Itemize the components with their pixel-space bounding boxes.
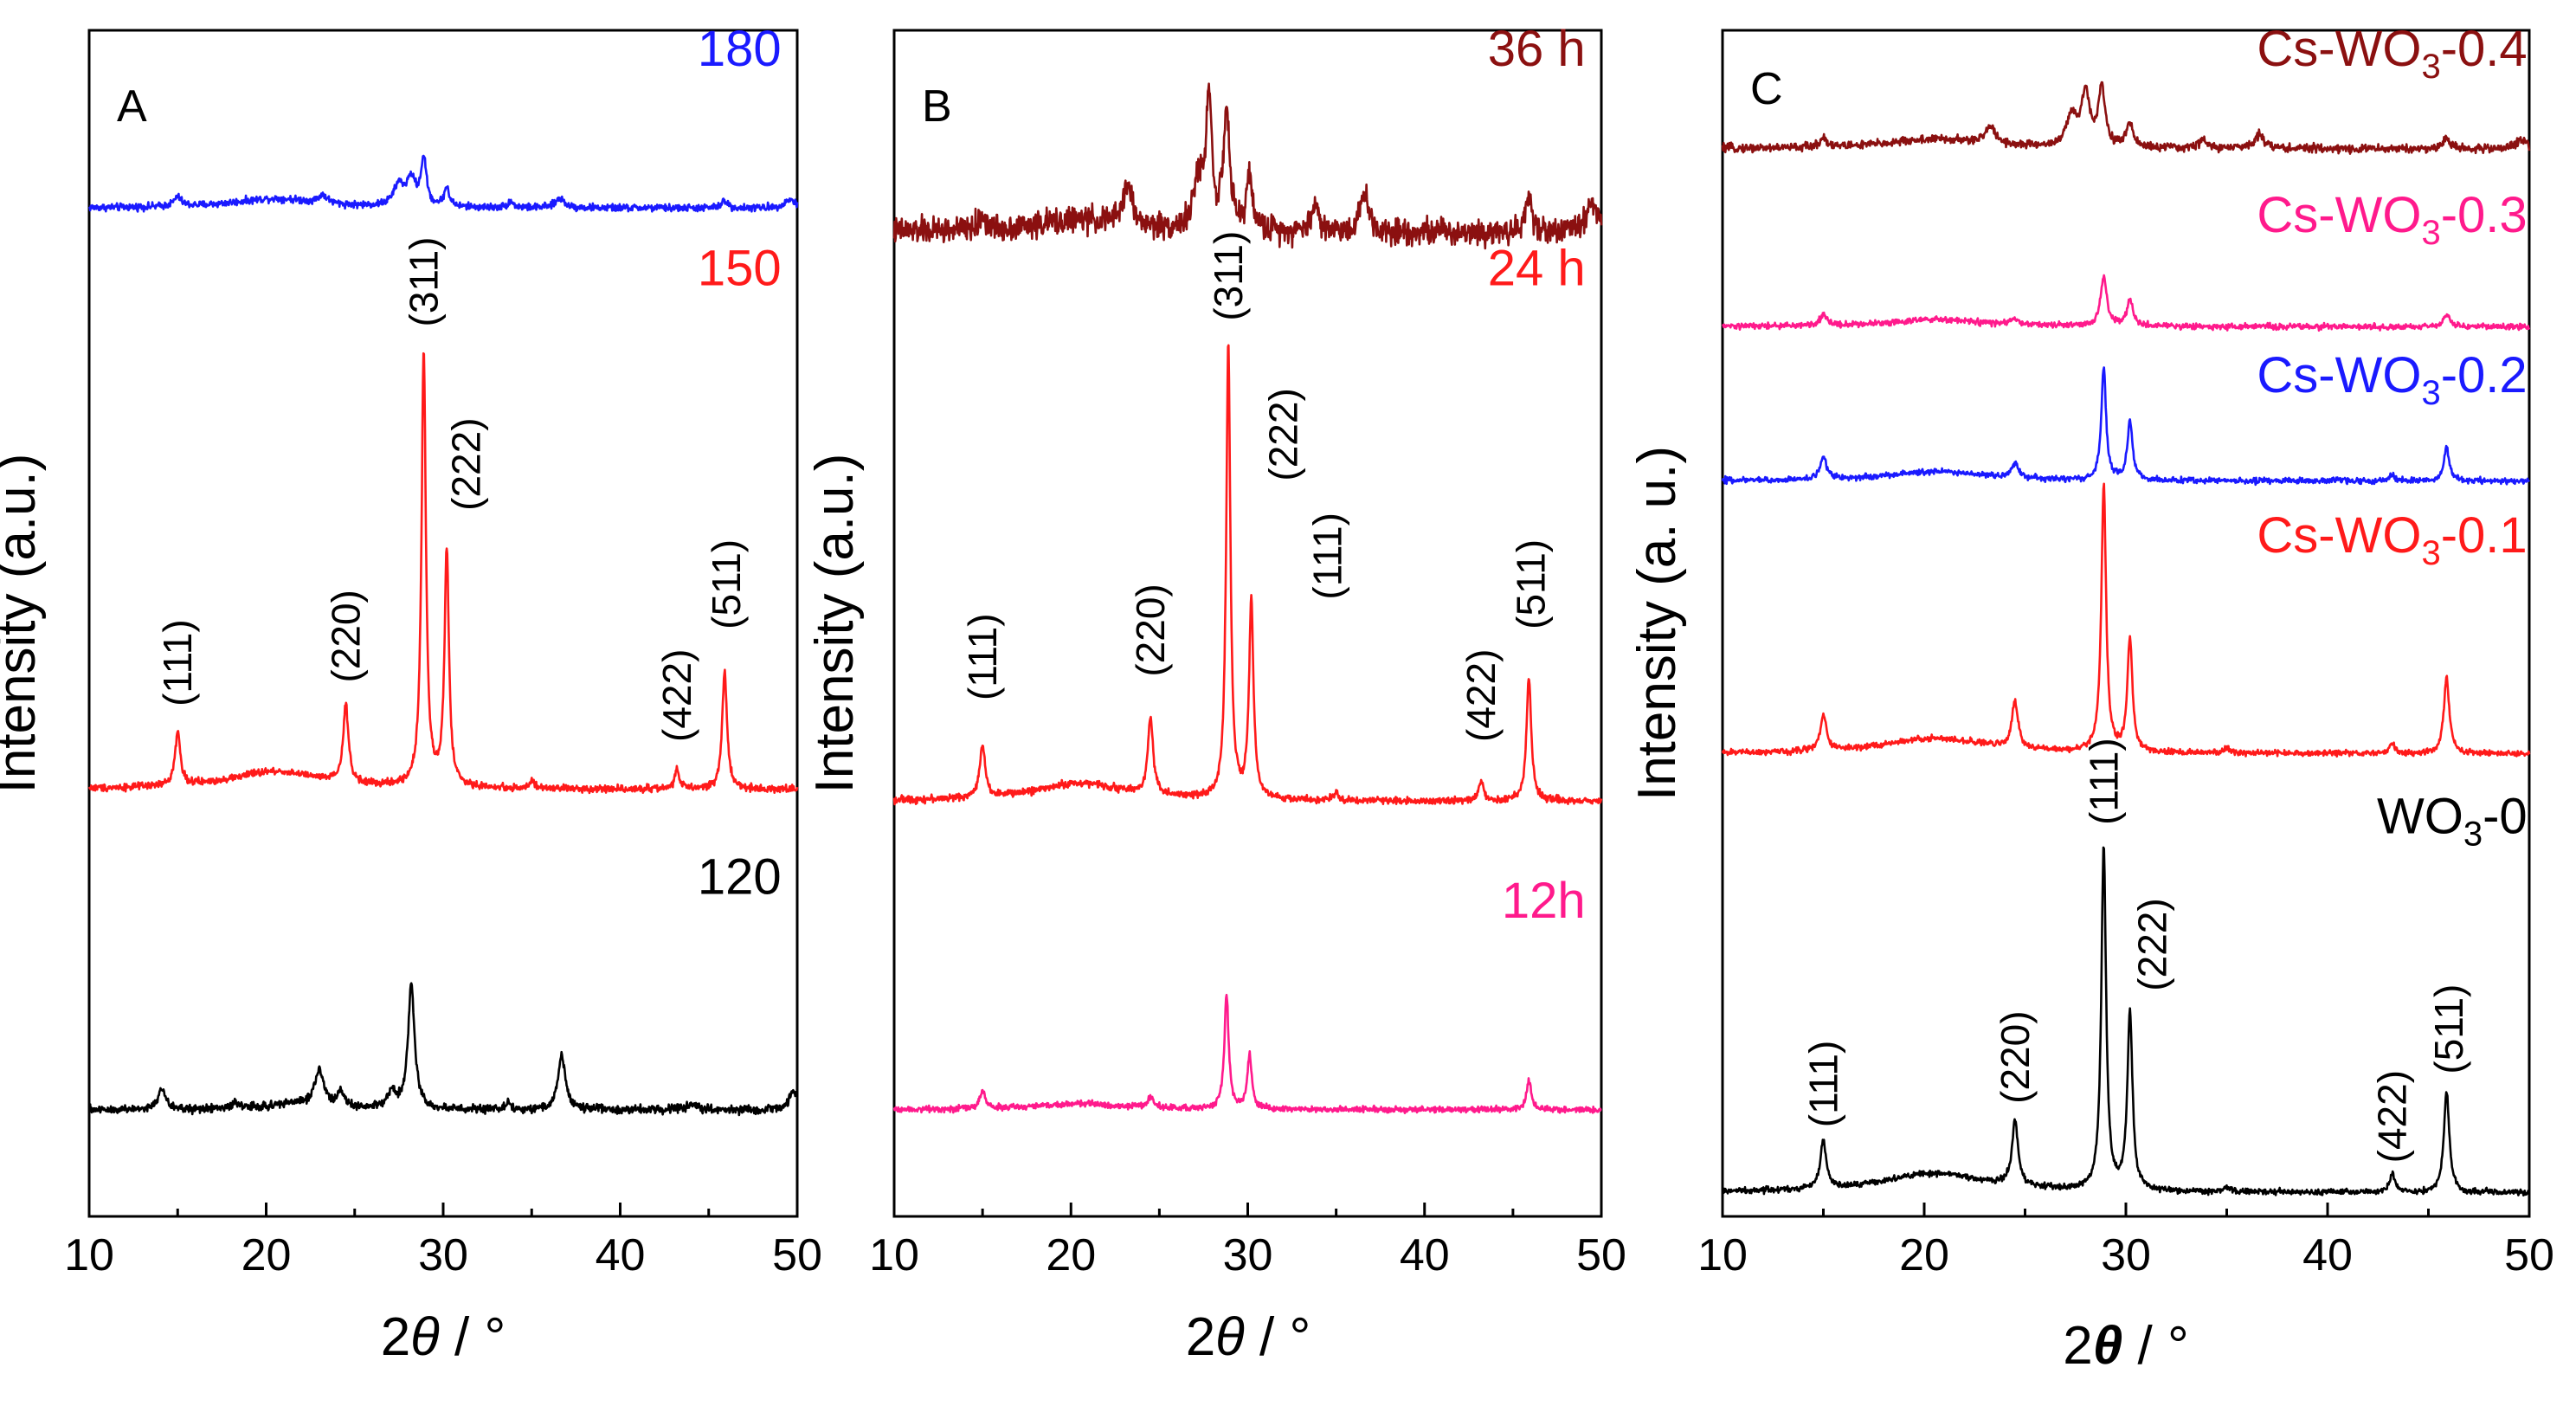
panel-a-x-tick-label: 40 [596, 1230, 646, 1280]
panel-b-x-tick-label: 50 [1576, 1230, 1626, 1280]
panel-c-peak-annotation: (222) [2129, 898, 2174, 990]
series-label-text: Cs-WO [2257, 187, 2421, 243]
series-label-text: 36 h [1488, 21, 1586, 77]
panel-b-series-line [892, 82, 1603, 250]
panel-b-x-tick-label: 40 [1400, 1230, 1450, 1280]
panel-b-peak-annotation: (111) [960, 613, 1005, 700]
panel-c-series-line [1721, 81, 2531, 155]
panel-c-y-axis-label: Intensity (a. u.) [1627, 446, 1687, 801]
x-axis-label-unit: / ° [1245, 1307, 1311, 1367]
x-axis-label-unit: / ° [2122, 1316, 2188, 1376]
x-axis-label-unit: / ° [440, 1307, 506, 1367]
panel-c-x-tick-label: 40 [2302, 1230, 2353, 1280]
panel-a-label: A [117, 81, 147, 132]
panel-c-series-line [1721, 846, 2531, 1196]
panel-c-peak-annotation: (111) [1801, 1041, 1846, 1128]
series-label-text: WO [2377, 788, 2463, 844]
panel-c-series-label: Cs-WO3-0.3 [2257, 187, 2527, 252]
x-axis-label-theta: θ [1215, 1307, 1245, 1367]
panel-b-x-axis-label: 2θ / ° [1186, 1307, 1311, 1367]
panel-a-x-axis-label: 2θ / ° [381, 1307, 506, 1367]
series-label-subscript: 3 [2421, 214, 2440, 252]
panel-c: 10 20 30 40 50Cs-WO3-0.4Cs-WO3-0.3Cs-WO3-0.2… [1627, 21, 2554, 1376]
panel-a-series-label: 120 [698, 848, 782, 905]
panel-c-series-line [1721, 482, 2531, 758]
series-label-text: Cs-WO [2257, 347, 2421, 403]
panel-a: 10 20 30 40 50 180 150 120 (111) (220) (311) (222) (… [0, 21, 822, 1367]
series-label-subscript: 3 [2463, 815, 2483, 853]
panel-c-peak-annotation: (220) [1993, 1010, 2038, 1103]
panel-b-series-label: 24 h [1488, 241, 1586, 297]
panel-b-series-line [892, 344, 1603, 806]
panel-a-series-label: 180 [698, 21, 782, 77]
series-label-subscript: 3 [2421, 374, 2440, 412]
panel-a-x-tick-label: 10 [64, 1230, 114, 1280]
panel-a-x-tick-label: 20 [242, 1230, 292, 1280]
panel-c-series-label: WO3-0 [2377, 788, 2528, 853]
panel-c-series-line [1721, 274, 2531, 332]
panel-c-x-tick-label: 10 [1697, 1230, 1748, 1280]
panel-b-peak-annotation: (220) [1128, 584, 1173, 676]
series-label-suffix: -0.3 [2441, 187, 2528, 243]
panel-c-label: C [1750, 64, 1783, 114]
panel-c-x-tick-label: 20 [1899, 1230, 1949, 1280]
panel-b-series-label: 12h [1502, 873, 1586, 929]
x-axis-label-theta: θ [410, 1307, 440, 1367]
panel-b-peak-annotation: (422) [1459, 649, 1504, 742]
panel-b-label: B [922, 81, 952, 132]
series-label-text: 150 [698, 241, 782, 297]
panel-c-peak-annotation: (422) [2370, 1070, 2415, 1163]
series-label-text: Cs-WO [2257, 21, 2421, 77]
panel-b-series-label: 36 h [1488, 21, 1586, 77]
series-label-subscript: 3 [2421, 48, 2440, 86]
panel-b-series-line [892, 993, 1602, 1114]
series-label-suffix: -0 [2483, 788, 2528, 844]
x-axis-label-prefix: 2 [1186, 1307, 1215, 1367]
series-label-text: 120 [698, 848, 782, 905]
panel-b-peak-annotation: (311) [1206, 231, 1251, 321]
panel-a-series-line [87, 982, 798, 1117]
panel-b: 10 20 30 40 50 36 h 24 h 12h (111) (220) (311) (222… [805, 21, 1626, 1367]
x-axis-label-prefix: 2 [381, 1307, 410, 1367]
panel-b-y-axis-label: Intensity (a.u.) [805, 454, 865, 794]
series-label-text: 24 h [1488, 241, 1586, 297]
panel-b-peak-annotation: (511) [1508, 539, 1553, 629]
panel-a-y-axis-label: Intensity (a.u.) [0, 454, 47, 794]
panel-c-series-line [1721, 366, 2531, 487]
panel-a-x-tick-label: 50 [772, 1230, 822, 1280]
series-label-subscript: 3 [2421, 534, 2440, 572]
panel-a-peak-annotation: (220) [324, 590, 369, 682]
panel-c-series-label: Cs-WO3-0.1 [2257, 507, 2527, 572]
x-axis-label-theta: θ [2093, 1316, 2123, 1376]
panel-c-series-label: Cs-WO3-0.4 [2257, 21, 2527, 86]
series-label-text: Cs-WO [2257, 507, 2421, 564]
x-axis-label-prefix: 2 [2063, 1316, 2092, 1376]
series-label-text: 12h [1502, 873, 1586, 929]
panel-a-peak-annotation: (222) [444, 417, 489, 510]
panel-c-x-tick-label: 30 [2101, 1230, 2151, 1280]
series-label-suffix: -0.2 [2441, 347, 2528, 403]
panel-a-x-tick-label: 30 [418, 1230, 468, 1280]
panel-a-peak-annotation: (111) [155, 619, 200, 706]
panel-b-peak-annotation: (222) [1260, 388, 1305, 480]
panel-a-series-label: 150 [698, 241, 782, 297]
series-label-text: 180 [698, 21, 782, 77]
panel-c-peak-annotation: (511) [2426, 984, 2471, 1074]
panel-a-peak-annotation: (422) [654, 649, 699, 742]
panel-c-series-label: Cs-WO3-0.2 [2257, 347, 2527, 412]
panel-a-peak-annotation: (511) [704, 539, 749, 629]
panel-a-peak-annotation: (311) [402, 237, 447, 327]
series-label-suffix: -0.4 [2441, 21, 2528, 77]
panel-a-series-line [87, 154, 799, 213]
series-label-suffix: -0.1 [2441, 507, 2528, 564]
panel-b-x-tick-label: 30 [1223, 1230, 1273, 1280]
panel-c-peak-annotation: (111) [2081, 738, 2126, 825]
panel-c-x-tick-label: 50 [2504, 1230, 2554, 1280]
panel-b-peak-annotation: (111) [1304, 513, 1349, 600]
panel-b-x-tick-label: 10 [869, 1230, 919, 1280]
panel-b-x-tick-label: 20 [1046, 1230, 1096, 1280]
panel-a-series-line [87, 352, 799, 795]
panel-c-x-axis-label: 2θ / ° [2063, 1316, 2189, 1376]
